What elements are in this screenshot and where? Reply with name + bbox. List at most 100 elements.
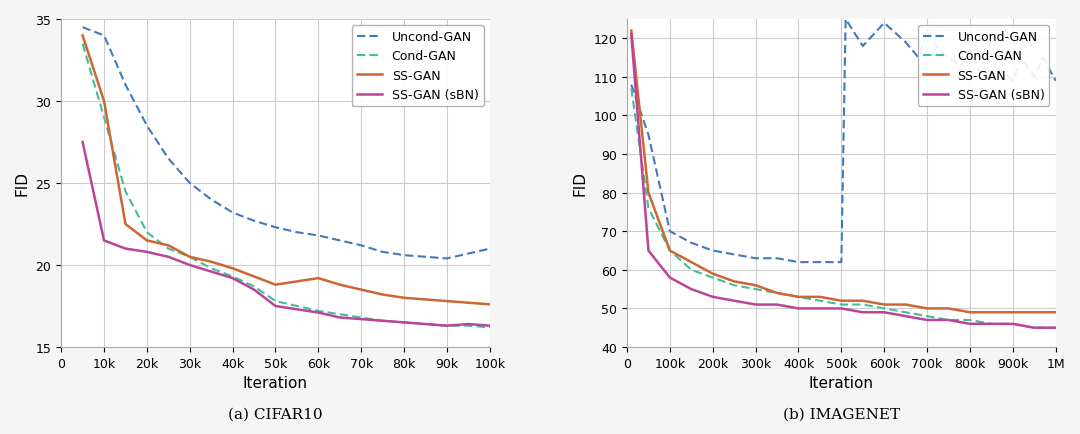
Uncond-GAN (1049, 79, 1062, 84)
Uncond-GAN (441, 256, 454, 261)
Cond-GAN (706, 275, 719, 280)
SS-GAN (963, 310, 976, 315)
SS-GAN (sBN) (419, 322, 432, 327)
Uncond-GAN (419, 255, 432, 260)
Uncond-GAN (625, 83, 638, 88)
SS-GAN (sBN) (441, 323, 454, 329)
SS-GAN (140, 238, 153, 243)
SS-GAN (sBN) (920, 318, 933, 323)
Line: Uncond-GAN: Uncond-GAN (82, 28, 490, 259)
SS-GAN (sBN) (334, 315, 347, 320)
Uncond-GAN (162, 156, 175, 161)
Cond-GAN (484, 325, 497, 330)
Line: Uncond-GAN: Uncond-GAN (632, 20, 1055, 263)
SS-GAN (247, 274, 260, 279)
Cond-GAN (354, 315, 367, 320)
Text: (b) IMAGENET: (b) IMAGENET (783, 407, 900, 421)
SS-GAN (sBN) (484, 323, 497, 329)
SS-GAN (sBN) (685, 287, 698, 292)
Line: SS-GAN (sBN): SS-GAN (sBN) (632, 35, 1055, 328)
Cond-GAN (226, 274, 239, 279)
Uncond-GAN (770, 256, 783, 261)
Uncond-GAN (205, 197, 218, 203)
SS-GAN (441, 299, 454, 304)
SS-GAN (269, 283, 282, 288)
SS-GAN (sBN) (706, 295, 719, 300)
Cond-GAN (205, 266, 218, 271)
Uncond-GAN (994, 67, 1007, 72)
X-axis label: Iteration: Iteration (809, 375, 874, 390)
Cond-GAN (397, 320, 410, 325)
Cond-GAN (1007, 322, 1020, 327)
SS-GAN (sBN) (462, 322, 475, 327)
Cond-GAN (856, 302, 869, 307)
Cond-GAN (663, 248, 676, 253)
Cond-GAN (97, 115, 110, 121)
SS-GAN (sBN) (97, 238, 110, 243)
Cond-GAN (942, 318, 955, 323)
SS-GAN (642, 191, 654, 196)
Cond-GAN (963, 318, 976, 323)
Cond-GAN (376, 319, 389, 324)
SS-GAN (226, 266, 239, 271)
SS-GAN (sBN) (376, 319, 389, 324)
SS-GAN (484, 302, 497, 307)
Uncond-GAN (1007, 79, 1020, 84)
Uncond-GAN (484, 247, 497, 252)
SS-GAN (sBN) (1049, 326, 1062, 331)
SS-GAN (419, 297, 432, 302)
Legend: Uncond-GAN, Cond-GAN, SS-GAN, SS-GAN (sBN): Uncond-GAN, Cond-GAN, SS-GAN, SS-GAN (sB… (352, 26, 484, 107)
SS-GAN (sBN) (247, 287, 260, 293)
SS-GAN (sBN) (162, 255, 175, 260)
SS-GAN (sBN) (835, 306, 848, 311)
SS-GAN (sBN) (140, 250, 153, 255)
Uncond-GAN (97, 34, 110, 39)
Cond-GAN (312, 309, 325, 314)
SS-GAN (1007, 310, 1020, 315)
Uncond-GAN (397, 253, 410, 258)
Cond-GAN (247, 284, 260, 289)
SS-GAN (sBN) (900, 314, 913, 319)
Y-axis label: FID: FID (572, 171, 588, 196)
SS-GAN (sBN) (625, 33, 638, 38)
SS-GAN (sBN) (1007, 322, 1020, 327)
Cond-GAN (441, 323, 454, 329)
SS-GAN (706, 271, 719, 276)
Uncond-GAN (878, 21, 891, 26)
SS-GAN (sBN) (792, 306, 805, 311)
Uncond-GAN (247, 219, 260, 224)
SS-GAN (728, 279, 741, 284)
Uncond-GAN (226, 210, 239, 216)
Cond-GAN (1028, 326, 1041, 331)
Uncond-GAN (291, 230, 303, 235)
Uncond-GAN (887, 29, 900, 34)
SS-GAN (878, 302, 891, 307)
SS-GAN (663, 248, 676, 253)
Cond-GAN (334, 312, 347, 317)
SS-GAN (162, 243, 175, 248)
Uncond-GAN (955, 63, 968, 69)
Uncond-GAN (76, 26, 89, 31)
Uncond-GAN (1037, 56, 1050, 61)
Cond-GAN (900, 310, 913, 315)
Uncond-GAN (856, 44, 869, 49)
SS-GAN (334, 283, 347, 288)
Cond-GAN (291, 304, 303, 309)
SS-GAN (76, 34, 89, 39)
X-axis label: Iteration: Iteration (243, 375, 308, 390)
Uncond-GAN (792, 260, 805, 265)
Uncond-GAN (354, 243, 367, 248)
Uncond-GAN (1015, 56, 1028, 61)
Uncond-GAN (750, 256, 762, 261)
SS-GAN (sBN) (878, 310, 891, 315)
SS-GAN (312, 276, 325, 281)
SS-GAN (sBN) (985, 322, 998, 327)
SS-GAN (sBN) (770, 302, 783, 307)
SS-GAN (sBN) (291, 307, 303, 312)
Cond-GAN (462, 323, 475, 329)
Cond-GAN (119, 189, 132, 194)
SS-GAN (sBN) (269, 304, 282, 309)
Cond-GAN (985, 322, 998, 327)
Cond-GAN (162, 247, 175, 252)
Uncond-GAN (813, 260, 826, 265)
